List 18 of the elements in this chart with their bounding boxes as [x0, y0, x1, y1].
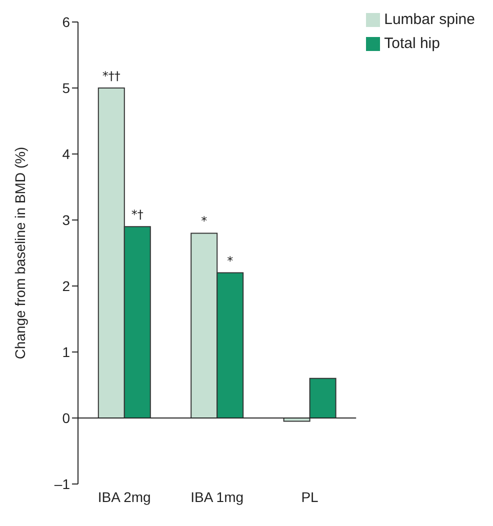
x-tick-label: IBA 2mg: [98, 488, 151, 505]
annotation: *: [227, 254, 234, 268]
y-tick-label: 6: [62, 14, 70, 30]
y-tick-label: 5: [62, 80, 70, 96]
annotation: *††: [102, 69, 120, 83]
annotation: *†: [131, 208, 144, 222]
legend-label: Total hip: [384, 35, 440, 52]
x-tick-label: IBA 1mg: [190, 488, 244, 505]
y-tick-label: 3: [62, 212, 70, 228]
y-tick-label: –1: [54, 476, 70, 492]
y-tick-label: 4: [62, 146, 70, 162]
y-tick-label: 0: [62, 410, 70, 426]
y-tick-label: 2: [62, 278, 70, 294]
annotation: *: [201, 214, 208, 228]
y-axis-title: Change from baseline in BMD (%): [12, 146, 28, 360]
y-tick-label: 1: [62, 344, 70, 360]
legend-label: Lumbar spine: [384, 11, 475, 28]
x-tick-label: PL: [301, 488, 319, 505]
